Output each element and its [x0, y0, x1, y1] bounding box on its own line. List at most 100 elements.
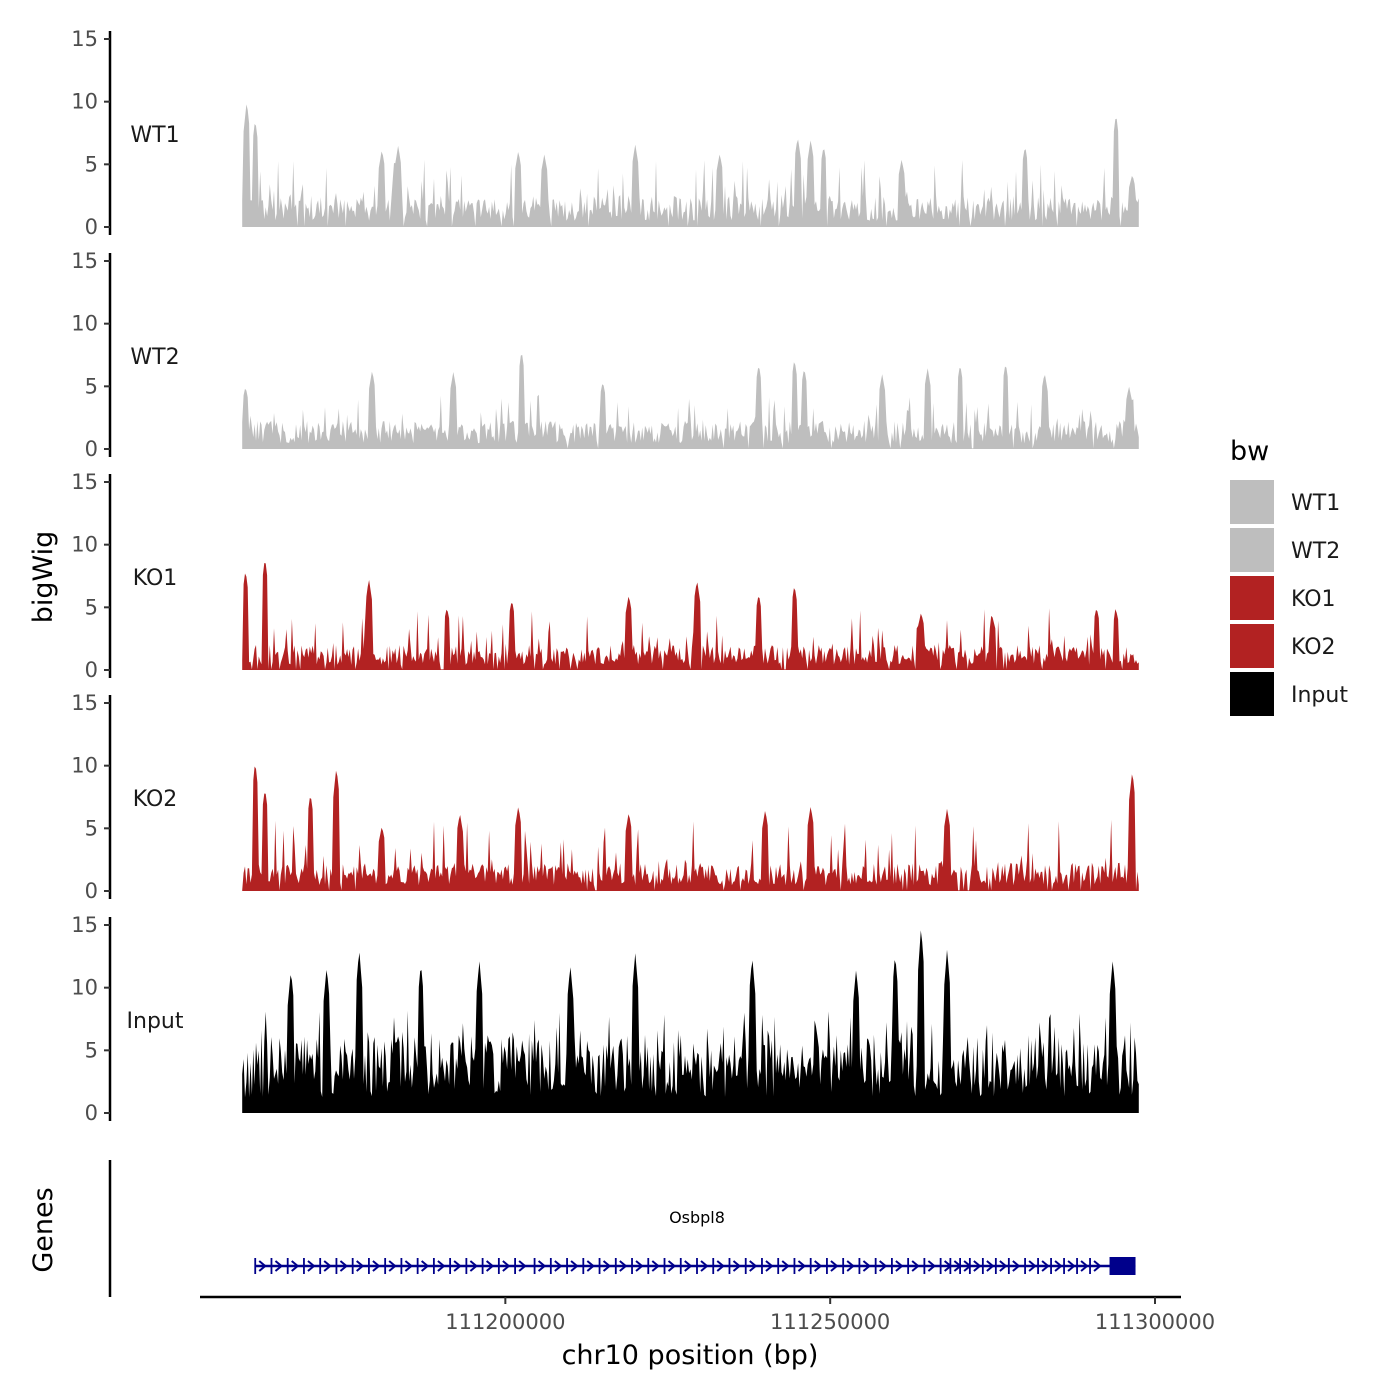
strand-arrow — [307, 1260, 316, 1272]
legend-label-input: Input — [1291, 683, 1348, 708]
strand-arrow — [846, 1260, 855, 1272]
strand-arrow — [684, 1260, 693, 1272]
legend-label-ko2: KO2 — [1291, 635, 1336, 660]
strand-arrow — [404, 1260, 413, 1272]
strand-arrow — [814, 1260, 823, 1272]
x-tick-label: 111300000 — [1095, 1310, 1215, 1334]
genes-panel: Osbpl8 — [108, 1160, 1136, 1297]
strand-arrow — [1067, 1260, 1076, 1272]
legend-key-wt1 — [1230, 480, 1274, 524]
track-label-ko1: KO1 — [133, 566, 178, 591]
track-label-wt2: WT2 — [130, 345, 179, 370]
y-tick-label: 5 — [85, 152, 98, 176]
strand-arrow — [927, 1260, 936, 1272]
y-tick-label: 0 — [85, 1101, 98, 1125]
strand-arrow — [651, 1260, 660, 1272]
strand-arrow — [1054, 1260, 1063, 1272]
track-ko1: 0 5 10 15 KO1 — [71, 470, 1139, 682]
track-ko2: 0 5 10 15 KO2 — [71, 691, 1139, 903]
strand-arrow — [258, 1260, 267, 1272]
track-wt1: 0 5 10 15 WT1 — [71, 27, 1139, 239]
y-tick-label: 5 — [85, 816, 98, 840]
strand-arrow — [502, 1260, 511, 1272]
track-wt2: 0 5 10 15 WT2 — [71, 249, 1139, 461]
strand-arrow — [716, 1260, 725, 1272]
y-axis-title: bigWig — [28, 531, 59, 624]
y-tick-label: 10 — [71, 312, 98, 336]
strand-arrow — [469, 1260, 478, 1272]
legend-key-ko2 — [1230, 624, 1274, 668]
y-tick-label: 5 — [85, 595, 98, 619]
strand-arrow — [356, 1260, 365, 1272]
x-axis: 111200000 111250000 111300000 — [200, 1295, 1215, 1334]
y-tick-label: 0 — [85, 215, 98, 239]
strand-arrow — [437, 1260, 446, 1272]
track-label-input: Input — [127, 1009, 184, 1034]
strand-arrow — [485, 1260, 495, 1272]
strand-arrow — [518, 1260, 527, 1272]
strand-arrow — [1080, 1260, 1089, 1272]
signal-area-input — [242, 930, 1139, 1113]
strand-arrow — [895, 1260, 904, 1272]
strand-arrow — [635, 1260, 644, 1272]
y-tick-label: 5 — [85, 1038, 98, 1062]
strand-arrow — [554, 1260, 563, 1272]
strand-arrow — [797, 1260, 807, 1272]
track-label-wt1: WT1 — [130, 123, 179, 148]
strand-arrow — [911, 1260, 920, 1272]
strand-arrow — [732, 1260, 742, 1272]
strand-arrow — [667, 1260, 677, 1272]
strand-arrow — [339, 1260, 348, 1272]
y-tick-label: 15 — [71, 27, 98, 51]
signal-area-ko1 — [242, 563, 1139, 670]
strand-arrow — [619, 1260, 628, 1272]
strand-arrow — [586, 1260, 595, 1272]
gene-label: Osbpl8 — [669, 1208, 725, 1227]
strand-arrow — [372, 1260, 381, 1272]
strand-arrow — [862, 1260, 871, 1272]
strand-arrow — [453, 1260, 462, 1272]
x-tick-label: 111200000 — [445, 1310, 565, 1334]
signal-area-wt2 — [242, 354, 1139, 449]
gene-utr — [1109, 1257, 1136, 1275]
legend-key-input — [1230, 672, 1274, 716]
strand-arrow — [537, 1260, 547, 1272]
strand-arrow — [986, 1260, 995, 1272]
legend-title: bw — [1230, 436, 1269, 467]
strand-arrow — [1093, 1260, 1102, 1272]
legend-key-wt2 — [1230, 528, 1274, 572]
strand-arrow — [602, 1260, 612, 1272]
strand-arrow — [291, 1260, 300, 1272]
x-tick-label: 111250000 — [770, 1310, 890, 1334]
tracks: 0 5 10 15 WT1 0 5 10 15 WT2 0 5 10 15 KO1 0 5 10 15 KO2 0 5 10… — [71, 27, 1139, 1125]
y-tick-label: 0 — [85, 658, 98, 682]
y-tick-label: 0 — [85, 879, 98, 903]
strand-arrow — [700, 1260, 709, 1272]
strand-arrow — [570, 1260, 579, 1272]
strand-arrow — [879, 1260, 888, 1272]
strand-arrow — [973, 1260, 982, 1272]
strand-arrow — [388, 1260, 397, 1272]
track-label-ko2: KO2 — [133, 787, 178, 812]
y-tick-label: 10 — [71, 90, 98, 114]
strand-arrow — [781, 1260, 790, 1272]
legend-label-ko1: KO1 — [1291, 587, 1336, 612]
y-tick-label: 15 — [71, 691, 98, 715]
x-axis-title: chr10 position (bp) — [562, 1340, 819, 1371]
strand-arrow — [1012, 1260, 1021, 1272]
strand-arrow — [749, 1260, 758, 1272]
strand-arrow — [765, 1260, 774, 1272]
signal-area-ko2 — [242, 766, 1139, 891]
y-tick-label: 15 — [71, 249, 98, 273]
track-input: 0 5 10 15 Input — [71, 913, 1139, 1125]
legend: bw WT1 WT2 KO1 KO2 Input — [1230, 436, 1348, 716]
strand-arrow — [1028, 1260, 1037, 1272]
strand-arrow — [323, 1260, 332, 1272]
strand-arrow — [999, 1260, 1008, 1272]
y-tick-label: 5 — [85, 374, 98, 398]
signal-area-wt1 — [242, 104, 1139, 227]
y-tick-label: 10 — [71, 533, 98, 557]
y-tick-label: 10 — [71, 976, 98, 1000]
strand-arrow — [830, 1260, 839, 1272]
